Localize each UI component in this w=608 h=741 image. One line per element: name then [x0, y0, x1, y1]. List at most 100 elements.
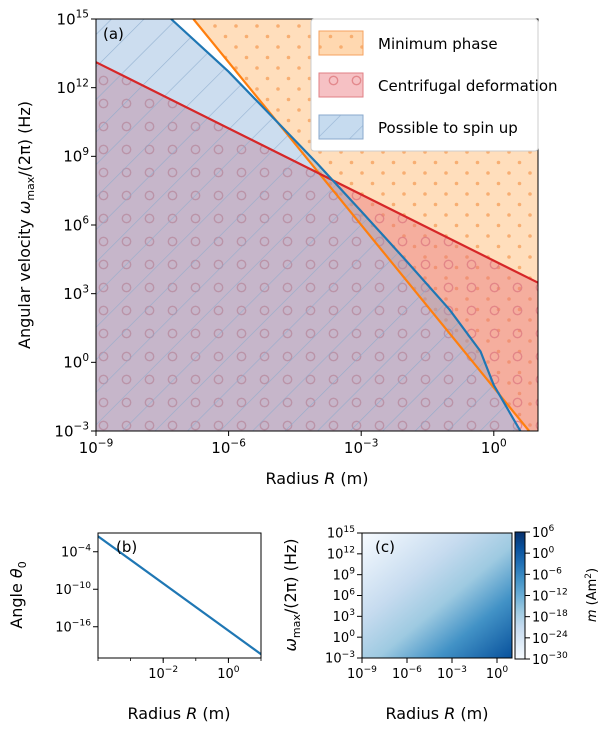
panel-a-y-tick-label-5-base: 10	[57, 79, 76, 97]
panel-c-label: (c)	[375, 538, 395, 556]
panel-c-x-tick-label-0: 10−9	[347, 665, 377, 682]
panel-c-y-axis-label-rest: /(2π) (Hz)	[281, 538, 300, 614]
legend-label-centrifugal-deformation: Centrifugal deformation	[378, 77, 558, 95]
panel-a-x-axis-label: Radius R (m)	[265, 469, 368, 488]
panel-c-y-tick-label-0: 10−3	[325, 650, 355, 667]
angle-line	[98, 535, 261, 656]
panel-c-y-tick-label-4-base: 10	[333, 568, 350, 583]
colorbar-tick-label-6-exponent: −30	[549, 651, 568, 661]
colorbar-tick-label-6-base: 10	[532, 653, 549, 668]
panel-a-x-axis-label-unit: (m)	[335, 469, 368, 488]
colorbar	[514, 531, 526, 660]
panel-a-y-tick-label-4: 109	[63, 146, 89, 166]
panel-c-y-tick-label-3-exponent: 6	[349, 587, 355, 597]
panel-c-y-tick-label-0-base: 10	[325, 652, 342, 667]
colorbar-tick-label-0-base: 10	[532, 526, 549, 541]
panel-c-y-tick-label-5-exponent: 12	[343, 546, 355, 556]
legend-box	[310, 18, 539, 152]
panel-b-y-axis-label-var: θ	[7, 568, 26, 578]
panel-b-x-tick-label-1: 100	[217, 665, 240, 682]
panel-c-y-tick-label-4-exponent: 9	[349, 566, 355, 576]
panel-c-y-tick-label-2-base: 10	[333, 610, 350, 625]
panel-a-y-tick-label-2-base: 10	[63, 285, 82, 303]
panel-b-y-tick-label-0: 10−16	[55, 619, 91, 636]
panel-c-y-tick-label-1: 100	[333, 629, 356, 646]
colorbar-label-unit: (Am	[585, 579, 600, 610]
panel-a-label: (a)	[103, 25, 124, 43]
panel-c-y-tick-label-6: 1015	[327, 525, 355, 542]
panel-c-x-tick-label-1-base: 10	[392, 667, 409, 682]
panel-b-y-tick-label-1-base: 10	[55, 583, 72, 598]
panel-b-y-tick-label-2-base: 10	[61, 545, 78, 560]
colorbar-tick-label-1: 100	[532, 545, 555, 562]
possible-to-spin-up-region-pattern	[96, 19, 521, 431]
panel-c-x-tick-label-2-exponent: −3	[454, 665, 468, 675]
panel-c-x-axis-label-text: Radius	[385, 704, 444, 723]
centrifugal-deformation-line	[96, 61, 538, 284]
colorbar-label-var: m	[585, 609, 600, 622]
panel-a-y-tick-label-1-base: 10	[63, 354, 82, 372]
panel-c-x-tick-label-3-exponent: 0	[502, 665, 508, 675]
panel-a-x-tick-label-1-exponent: −6	[230, 437, 246, 449]
panel-a-x-tick-label-1-base: 10	[211, 439, 230, 457]
colorbar-tick-label-5-exponent: −24	[549, 630, 568, 640]
panel-a-x-tick-label-0-exponent: −9	[98, 437, 113, 449]
colorbar-tick-label-6: 10−30	[532, 651, 568, 668]
panel-c-y-tick-label-2-exponent: 3	[349, 608, 355, 618]
panel-a-x-axis-label-text: Radius	[265, 469, 324, 488]
panel-b-frame	[97, 532, 262, 659]
panel-a-y-tick-label-3-base: 10	[63, 216, 82, 234]
panel-c-x-axis-label-unit: (m)	[455, 704, 488, 723]
panel-c-y-tick-label-4: 109	[333, 566, 356, 583]
legend-swatch-centrifugal-deformation-pattern	[319, 73, 363, 97]
colorbar-tick-label-2-base: 10	[532, 568, 549, 583]
panel-b-y-axis-label: Angle θ0	[7, 561, 29, 628]
colorbar-tick-label-3-exponent: −12	[549, 588, 568, 598]
panel-c-y-tick-label-1-exponent: 0	[349, 629, 355, 639]
panel-b-y-tick-label-2: 10−4	[61, 544, 91, 561]
panel-a-y-tick-label-2: 103	[63, 283, 89, 303]
panel-c-x-tick-label-0-exponent: −9	[364, 665, 378, 675]
possible-to-spin-up-line	[170, 19, 522, 431]
colorbar-tick-label-4-base: 10	[532, 611, 549, 626]
panel-a-x-tick-label-3-exponent: 0	[500, 437, 507, 449]
panel-b-y-tick-label-1-exponent: −10	[72, 581, 91, 591]
colorbar-tick-label-4-exponent: −18	[549, 609, 568, 619]
colorbar-label-unit-end: )	[585, 568, 600, 573]
panel-c-x-tick-label-3: 100	[486, 665, 509, 682]
colorbar-tick-label-0: 106	[532, 524, 555, 541]
panel-c: 10−9 10−6 10−3 100 10−310010310610910121015…	[281, 524, 600, 723]
panel-c-x-tick-label-0-base: 10	[347, 667, 364, 682]
colorbar-tick-label-1-base: 10	[532, 547, 549, 562]
panel-b-x-axis-label-text: Radius	[127, 704, 186, 723]
panel-c-x-tick-label-3-base: 10	[486, 667, 503, 682]
panel-c-y-axis-label: ωmax/(2π) (Hz)	[281, 538, 303, 651]
panel-c-y-tick-label-0-exponent: −3	[342, 650, 356, 660]
legend-label-minimum-phase: Minimum phase	[378, 35, 498, 53]
panel-a-x-tick-label-2-base: 10	[344, 439, 363, 457]
panel-a-y-tick-label-4-exponent: 9	[82, 146, 89, 158]
panel-c-x-axis-label-var: R	[444, 704, 455, 723]
panel-c-y-axis-label-var: ω	[281, 638, 300, 651]
legend-swatch-minimum-phase-pattern	[319, 31, 363, 55]
legend-entry-centrifugal-deformation: Centrifugal deformation	[318, 72, 558, 98]
panel-a-x-tick-label-0-base: 10	[79, 439, 98, 457]
panel-b-x-axis-label-var: R	[186, 704, 197, 723]
panel-a-y-axis-label: Angular velocity ωmax/(2π) (Hz)	[15, 101, 37, 349]
panel-b-y-axis-label-sub: 0	[16, 561, 29, 568]
colorbar-tick-label-2: 10−6	[532, 566, 562, 583]
panel-c-y-axis-label-sub: max	[290, 614, 303, 638]
panel-a: 10−9 10−6 10−3 100 10−310010310610910121015…	[15, 9, 558, 488]
panel-a-y-tick-label-6-exponent: 15	[76, 9, 89, 21]
panel-b-x-tick-label-0-base: 10	[148, 667, 165, 682]
colorbar-tick-label-3-base: 10	[532, 590, 549, 605]
panel-b-x-ticks: 10−2 100	[97, 658, 262, 682]
legend: Minimum phase Centrifugal deformation Po…	[310, 18, 558, 152]
colorbar-label-unit-sup: 2	[584, 573, 594, 579]
panel-c-y-tick-label-6-exponent: 15	[343, 525, 355, 535]
colorbar-tick-label-5-base: 10	[532, 632, 549, 647]
heatmap-image	[362, 533, 512, 658]
colorbar-tick-label-4: 10−18	[532, 609, 568, 626]
